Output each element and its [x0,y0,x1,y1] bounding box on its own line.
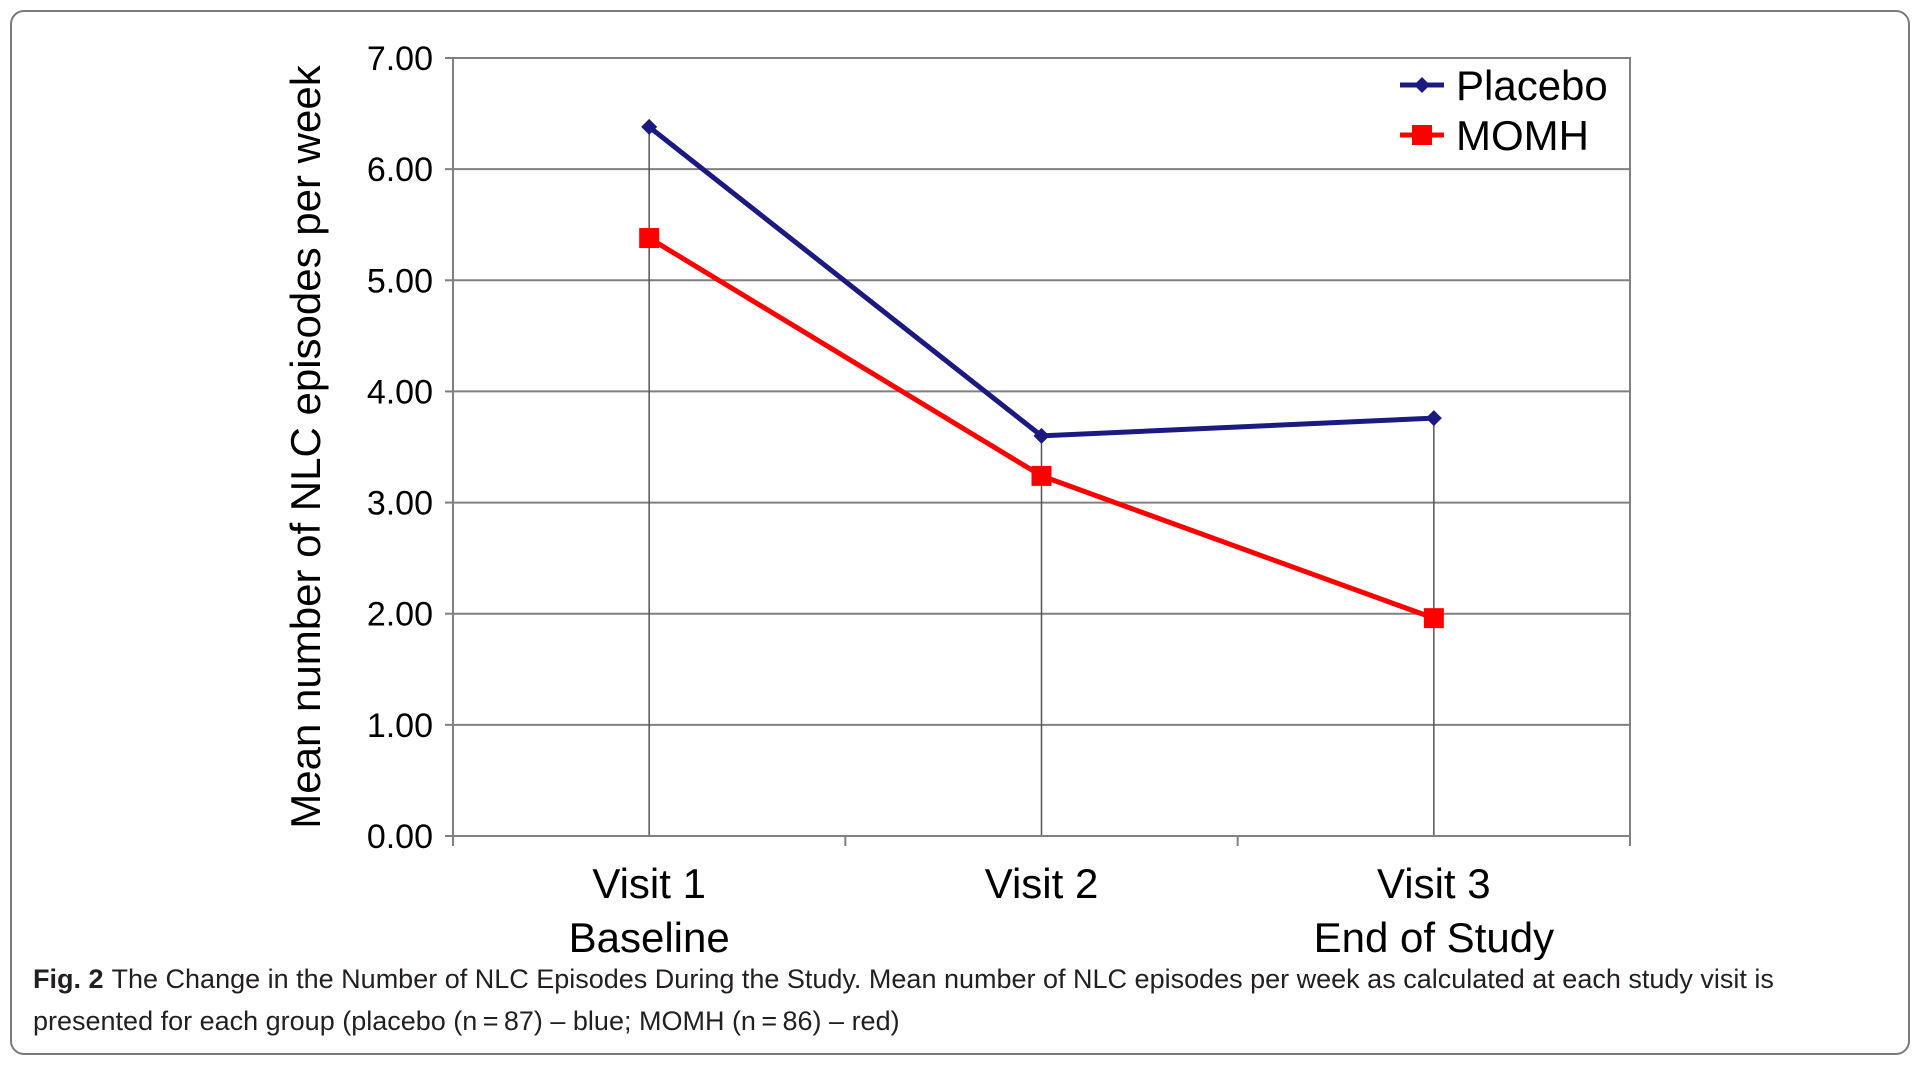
x-category-label: Visit 3 [1377,860,1491,907]
data-point-momh [1423,608,1444,629]
legend-marker-diamond [1414,77,1430,93]
y-tick-label: 5.00 [367,262,433,300]
figure-caption: Fig. 2 The Change in the Number of NLC Ep… [33,958,1883,1042]
x-category-sublabel: End of Study [1314,914,1555,960]
y-tick-label: 2.00 [367,596,433,634]
data-point-placebo [1033,427,1050,444]
x-category-label: Visit 1 [592,860,706,907]
x-category-sublabel: Baseline [569,914,730,960]
y-tick-label: 6.00 [367,151,433,189]
x-category-label: Visit 2 [985,860,1099,907]
legend-marker-square [1412,125,1432,145]
y-tick-label: 7.00 [367,40,433,78]
caption-label: Fig. 2 [33,964,104,994]
line-chart: 0.00 1.00 2.00 3.00 4.00 5.00 6.00 7.00 Visit 1 B… [282,40,1631,960]
y-tick-label: 1.00 [367,707,433,745]
legend-label: Placebo [1456,62,1608,109]
y-tick-label: 4.00 [367,373,433,411]
data-point-placebo [1425,410,1442,427]
y-axis-title: Mean number of NLC episodes per week [282,64,329,828]
data-point-momh [1031,465,1052,486]
y-tick-label: 0.00 [367,818,433,856]
data-point-placebo [641,118,658,135]
legend-label: MOMH [1456,112,1589,159]
caption-text: The Change in the Number of NLC Episodes… [33,964,1774,1036]
data-point-momh [639,228,660,249]
y-tick-label: 3.00 [367,485,433,523]
